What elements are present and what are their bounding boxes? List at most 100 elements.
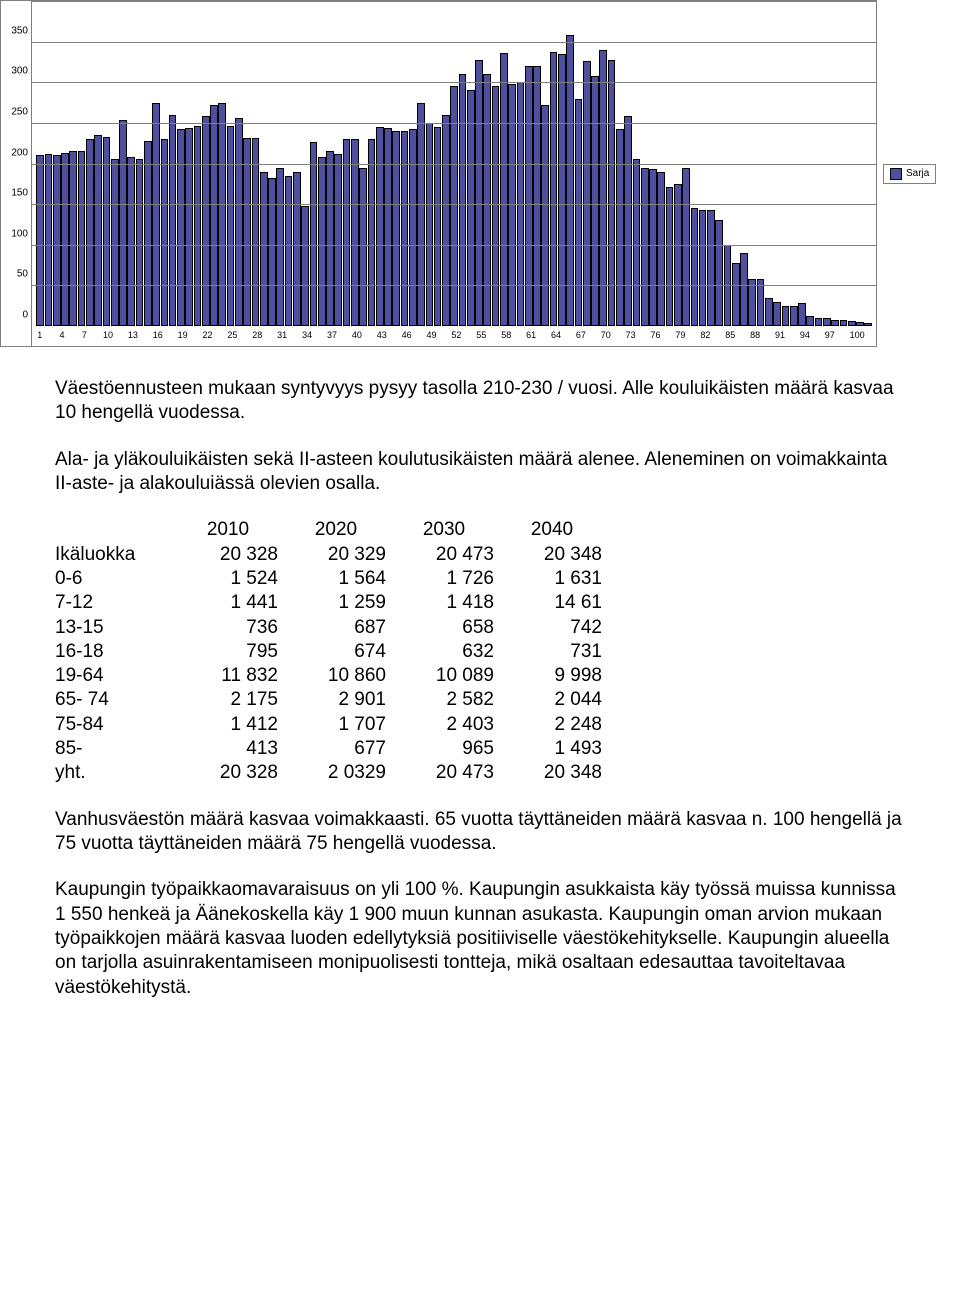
bar <box>525 66 533 326</box>
bar <box>790 306 798 326</box>
table-row: yht.20 3282 032920 47320 348 <box>55 761 610 785</box>
cell: 20 473 <box>394 543 502 567</box>
cell: 658 <box>394 616 502 640</box>
cell: 20 328 <box>178 543 286 567</box>
bar <box>69 151 77 327</box>
gridline <box>32 123 876 124</box>
bar <box>773 302 781 326</box>
bar <box>831 320 839 327</box>
table-row: 75-841 4121 7072 4032 248 <box>55 713 610 737</box>
x-tick-label <box>73 330 80 344</box>
bar <box>691 208 699 326</box>
y-tick-label: 350 <box>11 25 28 36</box>
cell: 20 473 <box>394 761 502 785</box>
table-row: 65- 742 1752 9012 5822 044 <box>55 688 610 712</box>
bar <box>169 115 177 326</box>
bar <box>202 116 210 326</box>
cell: 20 329 <box>286 543 394 567</box>
bar <box>78 151 86 326</box>
bar <box>368 139 376 326</box>
bar <box>782 306 790 326</box>
bar <box>268 178 276 326</box>
x-tick-label <box>810 330 817 344</box>
bar <box>641 168 649 326</box>
x-tick-label <box>768 330 775 344</box>
bar <box>136 159 144 326</box>
x-tick-label <box>593 330 600 344</box>
cell: 2 0329 <box>286 761 394 785</box>
x-tick-label <box>43 330 50 344</box>
x-tick-label <box>344 330 351 344</box>
bar <box>210 105 218 326</box>
x-tick-label: 37 <box>327 330 337 344</box>
table-header: 2010 <box>178 518 286 542</box>
paragraph-4: Kaupungin työpaikkaomavaraisuus on yli 1… <box>55 878 905 1000</box>
bar <box>318 157 326 326</box>
bar <box>310 142 318 326</box>
x-tick-label <box>469 330 476 344</box>
bar <box>301 206 309 326</box>
bar <box>326 151 334 326</box>
x-tick-label: 58 <box>501 330 511 344</box>
cell: 2 582 <box>394 688 502 712</box>
x-tick-label: 4 <box>58 330 65 344</box>
bar <box>732 263 740 326</box>
x-tick-label: 16 <box>153 330 163 344</box>
x-tick-label: 91 <box>775 330 785 344</box>
gridline <box>32 164 876 165</box>
x-tick-label <box>320 330 327 344</box>
x-tick-label <box>51 330 58 344</box>
x-tick-label: 13 <box>128 330 138 344</box>
row-label: 85- <box>55 737 178 761</box>
x-tick-label <box>163 330 170 344</box>
x-tick-label <box>96 330 103 344</box>
x-tick-label: 100 <box>850 330 865 344</box>
x-tick-label <box>486 330 493 344</box>
table-header-empty <box>55 518 178 542</box>
x-tick-label: 19 <box>178 330 188 344</box>
x-tick-label: 22 <box>203 330 213 344</box>
bar <box>533 66 541 326</box>
x-tick-label <box>145 330 152 344</box>
cell: 632 <box>394 640 502 664</box>
x-tick-label <box>817 330 824 344</box>
table-row: 0-61 5241 5641 7261 631 <box>55 567 610 591</box>
bar <box>343 139 351 326</box>
bar <box>666 187 674 326</box>
cell: 1 259 <box>286 591 394 615</box>
row-label: yht. <box>55 761 178 785</box>
bar <box>409 129 417 326</box>
x-tick-label <box>461 330 468 344</box>
bar <box>152 103 160 326</box>
bar <box>624 116 632 326</box>
table-header-row: 2010 2020 2030 2040 <box>55 518 610 542</box>
bar <box>616 129 624 326</box>
x-tick-label <box>188 330 195 344</box>
bar <box>657 172 665 326</box>
bar <box>848 321 856 326</box>
table-row: Ikäluokka20 32820 32920 47320 348 <box>55 543 610 567</box>
row-label: 0-6 <box>55 567 178 591</box>
x-tick-label <box>519 330 526 344</box>
cell: 20 348 <box>502 761 610 785</box>
body-text: Väestöennusteen mukaan syntyvyys pysyy t… <box>0 377 960 1062</box>
cell: 10 860 <box>286 664 394 688</box>
bar <box>649 169 657 326</box>
x-tick-label: 10 <box>103 330 113 344</box>
cell: 9 998 <box>502 664 610 688</box>
x-tick-label: 1 <box>36 330 43 344</box>
table-header: 2020 <box>286 518 394 542</box>
x-tick-label: 40 <box>352 330 362 344</box>
legend-label: Sarja <box>906 168 929 179</box>
bar <box>86 139 94 326</box>
x-axis: 1471013161922252831343740434649525558616… <box>36 330 872 344</box>
bar <box>417 103 425 326</box>
x-tick-label <box>237 330 244 344</box>
bar <box>392 131 400 326</box>
x-tick-label <box>88 330 95 344</box>
cell: 1 707 <box>286 713 394 737</box>
x-tick-label <box>419 330 426 344</box>
x-tick-label <box>792 330 799 344</box>
bar <box>36 155 44 326</box>
cell: 1 412 <box>178 713 286 737</box>
